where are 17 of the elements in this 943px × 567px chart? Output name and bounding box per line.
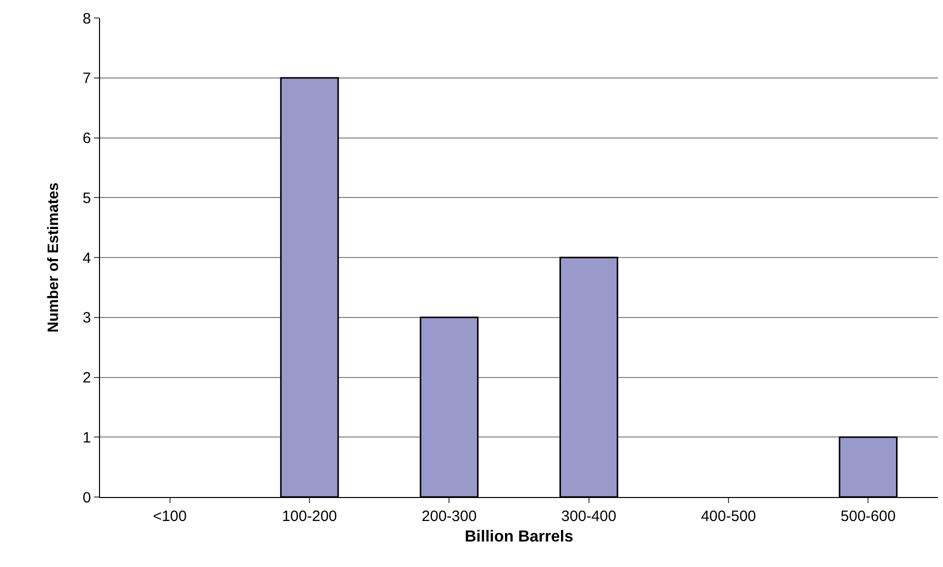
y-tick-label: 0 (82, 489, 91, 506)
y-axis-title: Number of Estimates (44, 182, 62, 333)
y-tick-label: 7 (82, 70, 91, 88)
x-tick-label: 100-200 (282, 508, 338, 525)
y-tick-label: 5 (82, 190, 91, 207)
y-tick-label: 1 (82, 429, 91, 446)
x-tick-label: 200-300 (422, 508, 477, 525)
y-tick-label: 6 (82, 130, 91, 147)
x-tick-label: 500-600 (840, 508, 896, 525)
y-tick-label: 3 (82, 310, 91, 327)
x-tick-label: <100 (152, 508, 187, 525)
x-tick-label: 300-400 (561, 508, 616, 525)
y-tick-label: 2 (82, 370, 91, 386)
y-tick-label: 4 (82, 250, 91, 267)
y-tick-label: 8 (82, 10, 91, 28)
x-tick-label: 400-500 (700, 508, 756, 525)
x-axis-title: Billion Barrels (464, 528, 574, 546)
